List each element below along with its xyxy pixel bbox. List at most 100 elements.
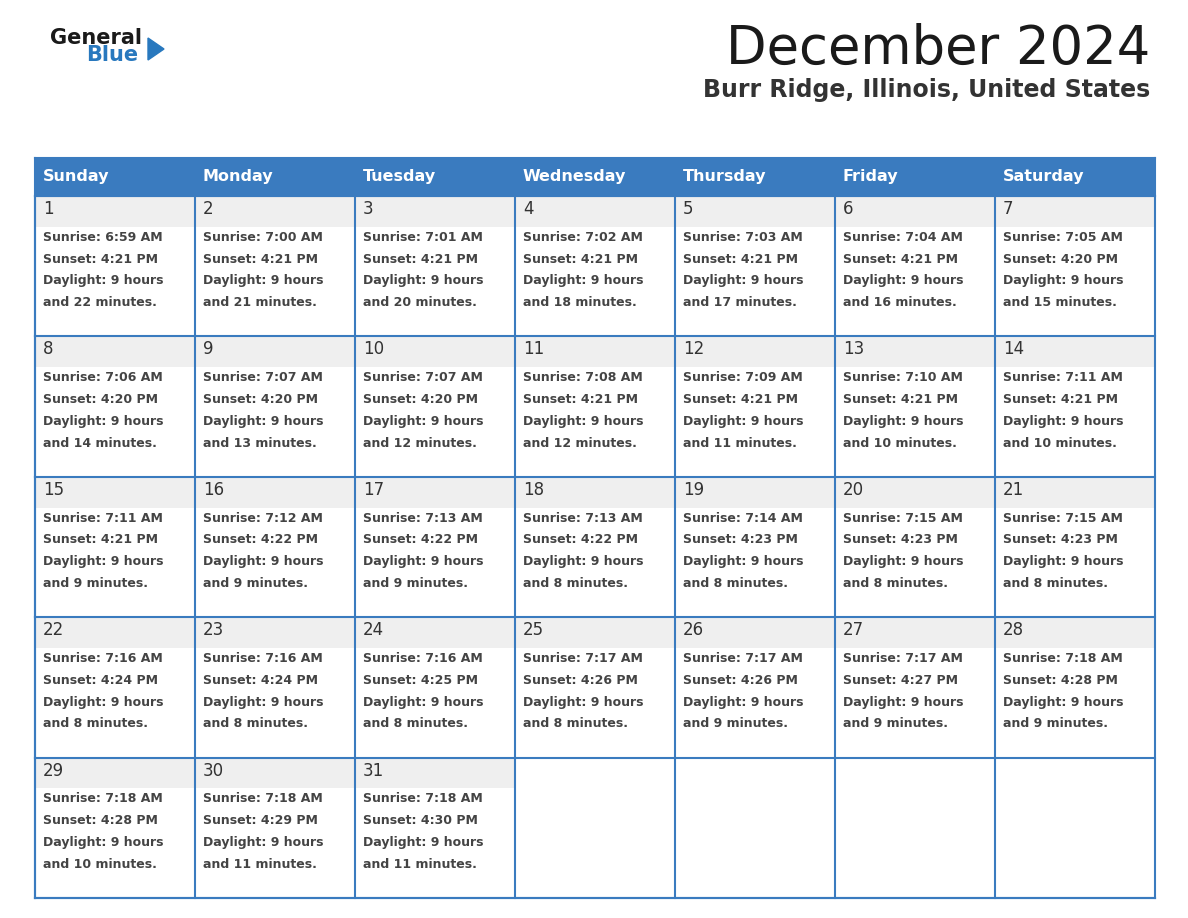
Text: Sunrise: 6:59 AM: Sunrise: 6:59 AM <box>43 231 163 244</box>
Text: Daylight: 9 hours: Daylight: 9 hours <box>843 555 963 568</box>
Bar <box>355 336 516 367</box>
Text: and 11 minutes.: and 11 minutes. <box>683 437 797 450</box>
Text: Daylight: 9 hours: Daylight: 9 hours <box>523 415 644 428</box>
Text: 17: 17 <box>364 481 384 498</box>
Text: Daylight: 9 hours: Daylight: 9 hours <box>683 696 803 709</box>
Bar <box>516 336 675 367</box>
Text: Burr Ridge, Illinois, United States: Burr Ridge, Illinois, United States <box>703 78 1150 102</box>
Text: and 10 minutes.: and 10 minutes. <box>43 857 157 871</box>
Text: Sunrise: 7:18 AM: Sunrise: 7:18 AM <box>1003 652 1123 665</box>
Bar <box>34 617 195 648</box>
Text: Sunday: Sunday <box>43 170 109 185</box>
Bar <box>835 158 996 196</box>
Text: Sunset: 4:26 PM: Sunset: 4:26 PM <box>683 674 798 687</box>
Text: 28: 28 <box>1003 621 1024 639</box>
Text: and 9 minutes.: and 9 minutes. <box>683 717 788 731</box>
Text: and 8 minutes.: and 8 minutes. <box>203 717 308 731</box>
Text: and 8 minutes.: and 8 minutes. <box>523 717 628 731</box>
Text: Saturday: Saturday <box>1003 170 1085 185</box>
Bar <box>835 196 996 227</box>
Text: Sunrise: 7:15 AM: Sunrise: 7:15 AM <box>1003 511 1123 525</box>
Bar <box>996 617 1155 648</box>
Text: and 20 minutes.: and 20 minutes. <box>364 297 476 309</box>
Text: 26: 26 <box>683 621 704 639</box>
Bar <box>675 336 835 367</box>
Bar <box>195 158 355 196</box>
Bar <box>996 336 1155 367</box>
Text: Sunset: 4:28 PM: Sunset: 4:28 PM <box>1003 674 1118 687</box>
Text: December 2024: December 2024 <box>726 23 1150 75</box>
Text: Sunset: 4:20 PM: Sunset: 4:20 PM <box>203 393 318 406</box>
Text: Sunrise: 7:17 AM: Sunrise: 7:17 AM <box>523 652 643 665</box>
Text: Sunrise: 7:01 AM: Sunrise: 7:01 AM <box>364 231 482 244</box>
Text: Sunset: 4:26 PM: Sunset: 4:26 PM <box>523 674 638 687</box>
Text: and 9 minutes.: and 9 minutes. <box>43 577 148 590</box>
Text: and 11 minutes.: and 11 minutes. <box>364 857 476 871</box>
Text: 12: 12 <box>683 341 704 358</box>
Text: 8: 8 <box>43 341 53 358</box>
Text: 29: 29 <box>43 762 64 779</box>
Text: 5: 5 <box>683 200 694 218</box>
Text: Sunrise: 7:17 AM: Sunrise: 7:17 AM <box>683 652 803 665</box>
Bar <box>34 196 195 227</box>
Text: Sunset: 4:21 PM: Sunset: 4:21 PM <box>523 252 638 265</box>
Text: 9: 9 <box>203 341 214 358</box>
Bar <box>34 336 195 367</box>
Text: and 18 minutes.: and 18 minutes. <box>523 297 637 309</box>
Text: Sunrise: 7:18 AM: Sunrise: 7:18 AM <box>203 792 323 805</box>
Text: Sunset: 4:21 PM: Sunset: 4:21 PM <box>523 393 638 406</box>
Text: Daylight: 9 hours: Daylight: 9 hours <box>683 415 803 428</box>
Text: Sunset: 4:21 PM: Sunset: 4:21 PM <box>683 252 798 265</box>
Text: 22: 22 <box>43 621 64 639</box>
Text: and 8 minutes.: and 8 minutes. <box>843 577 948 590</box>
Text: Daylight: 9 hours: Daylight: 9 hours <box>364 836 484 849</box>
Text: and 12 minutes.: and 12 minutes. <box>523 437 637 450</box>
Text: Sunrise: 7:04 AM: Sunrise: 7:04 AM <box>843 231 963 244</box>
Bar <box>996 196 1155 227</box>
Bar <box>195 196 355 227</box>
Text: Sunset: 4:29 PM: Sunset: 4:29 PM <box>203 814 318 827</box>
Bar <box>675 617 835 648</box>
Bar <box>34 476 195 508</box>
Text: 14: 14 <box>1003 341 1024 358</box>
Text: Daylight: 9 hours: Daylight: 9 hours <box>364 274 484 287</box>
Bar <box>34 757 195 789</box>
Text: Sunrise: 7:14 AM: Sunrise: 7:14 AM <box>683 511 803 525</box>
Bar <box>355 476 516 508</box>
Text: 13: 13 <box>843 341 864 358</box>
Text: Sunrise: 7:18 AM: Sunrise: 7:18 AM <box>364 792 482 805</box>
Bar <box>195 336 355 367</box>
Text: Sunset: 4:21 PM: Sunset: 4:21 PM <box>1003 393 1118 406</box>
Text: Sunset: 4:27 PM: Sunset: 4:27 PM <box>843 674 958 687</box>
Text: 3: 3 <box>364 200 373 218</box>
Text: Sunrise: 7:18 AM: Sunrise: 7:18 AM <box>43 792 163 805</box>
Text: Daylight: 9 hours: Daylight: 9 hours <box>203 836 323 849</box>
Text: Sunset: 4:21 PM: Sunset: 4:21 PM <box>843 252 958 265</box>
Text: Thursday: Thursday <box>683 170 766 185</box>
Text: 10: 10 <box>364 341 384 358</box>
Text: Sunrise: 7:10 AM: Sunrise: 7:10 AM <box>843 371 963 385</box>
Text: Daylight: 9 hours: Daylight: 9 hours <box>1003 555 1124 568</box>
Text: Sunrise: 7:12 AM: Sunrise: 7:12 AM <box>203 511 323 525</box>
Text: Sunset: 4:22 PM: Sunset: 4:22 PM <box>203 533 318 546</box>
Text: Daylight: 9 hours: Daylight: 9 hours <box>43 836 164 849</box>
Polygon shape <box>148 38 164 60</box>
Text: Sunrise: 7:09 AM: Sunrise: 7:09 AM <box>683 371 803 385</box>
Text: Daylight: 9 hours: Daylight: 9 hours <box>364 696 484 709</box>
Text: and 8 minutes.: and 8 minutes. <box>43 717 148 731</box>
Bar <box>996 476 1155 508</box>
Text: Daylight: 9 hours: Daylight: 9 hours <box>43 274 164 287</box>
Text: Sunrise: 7:13 AM: Sunrise: 7:13 AM <box>523 511 643 525</box>
Text: Daylight: 9 hours: Daylight: 9 hours <box>203 415 323 428</box>
Text: and 8 minutes.: and 8 minutes. <box>523 577 628 590</box>
Text: Sunrise: 7:16 AM: Sunrise: 7:16 AM <box>364 652 482 665</box>
Text: Sunrise: 7:15 AM: Sunrise: 7:15 AM <box>843 511 963 525</box>
Text: Daylight: 9 hours: Daylight: 9 hours <box>203 696 323 709</box>
Text: 7: 7 <box>1003 200 1013 218</box>
Text: Sunset: 4:23 PM: Sunset: 4:23 PM <box>683 533 798 546</box>
Bar <box>516 196 675 227</box>
Text: and 12 minutes.: and 12 minutes. <box>364 437 476 450</box>
Text: 4: 4 <box>523 200 533 218</box>
Text: and 9 minutes.: and 9 minutes. <box>203 577 308 590</box>
Text: Daylight: 9 hours: Daylight: 9 hours <box>1003 415 1124 428</box>
